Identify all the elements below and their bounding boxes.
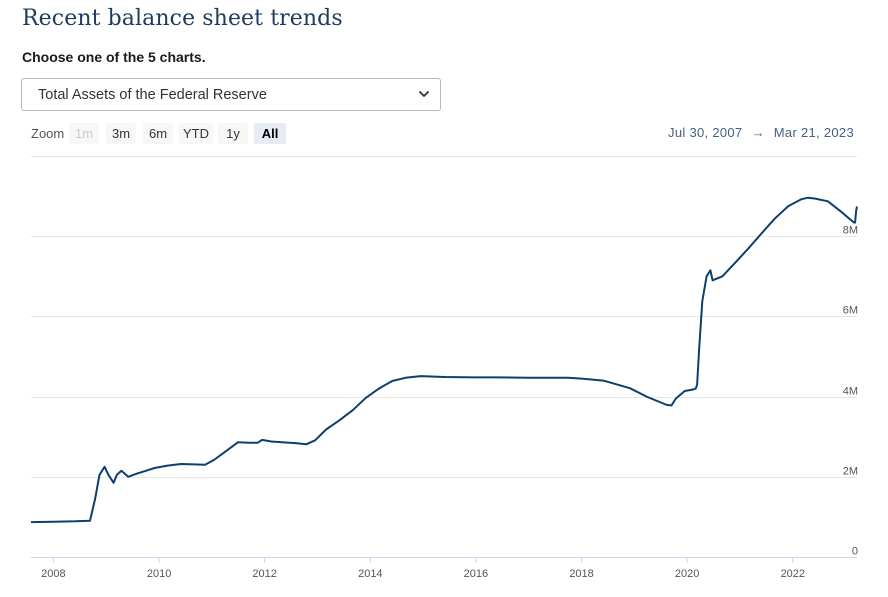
x-tick-label: 2012	[252, 568, 276, 580]
x-tick-label: 2014	[358, 568, 382, 580]
zoom-label: Zoom	[31, 126, 65, 141]
x-tick-label: 2008	[41, 568, 65, 580]
y-axis: 0 2M 4M 6M 8M	[843, 225, 858, 558]
x-tick-label: 2020	[675, 568, 699, 580]
zoom-3m-button[interactable]: 3m	[106, 123, 136, 144]
x-axis: 2008 2010 2012 2014 2016 2018 2020 2022	[31, 557, 857, 580]
page-title: Recent balance sheet trends	[22, 6, 343, 31]
total-assets-line	[30, 196, 858, 524]
y-tick-label: 8M	[843, 225, 858, 237]
range-to-date[interactable]: Mar 21, 2023	[773, 125, 854, 140]
y-tick-label: 4M	[843, 386, 858, 398]
x-tick-label: 2016	[464, 568, 488, 580]
chevron-down-icon	[419, 91, 429, 97]
y-tick-label: 6M	[843, 305, 858, 317]
y-tick-label: 0	[852, 546, 858, 558]
chart-select-value: Total Assets of the Federal Reserve	[38, 87, 267, 103]
date-range-display: Jul 30, 2007 → Mar 21, 2023	[668, 125, 854, 140]
x-tick-label: 2018	[569, 568, 593, 580]
chart-choice-label: Choose one of the 5 charts.	[22, 49, 206, 65]
grid-lines	[31, 156, 857, 558]
range-separator: →	[751, 125, 765, 140]
zoom-1m-button[interactable]: 1m	[69, 123, 99, 144]
zoom-ytd-button[interactable]: YTD	[179, 123, 213, 144]
range-from-date[interactable]: Jul 30, 2007	[668, 125, 743, 140]
chart-select-dropdown[interactable]: Total Assets of the Federal Reserve	[21, 78, 441, 111]
x-tick-label: 2022	[781, 568, 805, 580]
zoom-1y-button[interactable]: 1y	[218, 123, 248, 144]
zoom-6m-button[interactable]: 6m	[143, 123, 173, 144]
x-tick-label: 2010	[147, 568, 171, 580]
y-tick-label: 2M	[843, 466, 858, 478]
zoom-all-button[interactable]: All	[254, 123, 286, 144]
